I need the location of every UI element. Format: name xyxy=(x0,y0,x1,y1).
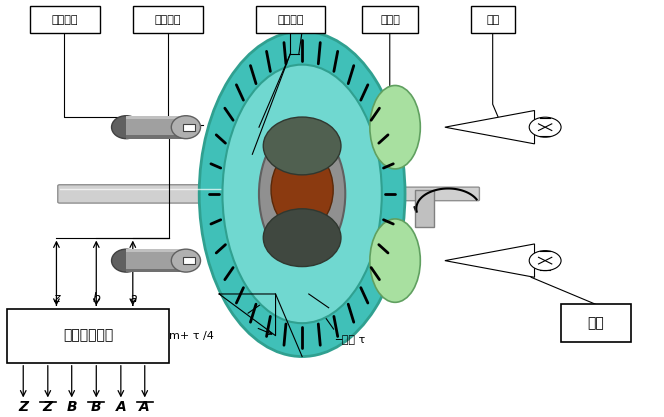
Text: B: B xyxy=(91,399,102,414)
Circle shape xyxy=(529,117,561,137)
FancyBboxPatch shape xyxy=(471,6,515,33)
Ellipse shape xyxy=(112,249,141,272)
FancyBboxPatch shape xyxy=(30,6,100,33)
Text: A: A xyxy=(116,399,126,414)
Ellipse shape xyxy=(199,31,405,357)
Ellipse shape xyxy=(112,116,141,138)
Polygon shape xyxy=(445,111,535,144)
FancyBboxPatch shape xyxy=(256,6,325,33)
Text: ─节距 τ: ─节距 τ xyxy=(335,335,366,345)
Text: m+ τ /4: m+ τ /4 xyxy=(169,331,214,341)
Text: Z: Z xyxy=(42,399,53,414)
Bar xyxy=(126,136,186,139)
Bar xyxy=(183,124,195,131)
Text: 透光狭缝: 透光狭缝 xyxy=(155,15,181,25)
FancyBboxPatch shape xyxy=(58,185,307,203)
Ellipse shape xyxy=(171,116,201,138)
Ellipse shape xyxy=(271,148,333,231)
FancyBboxPatch shape xyxy=(7,309,169,363)
Text: b: b xyxy=(92,291,100,305)
Text: a: a xyxy=(129,291,137,305)
Bar xyxy=(126,116,186,119)
Bar xyxy=(126,249,186,272)
Circle shape xyxy=(529,251,561,271)
FancyBboxPatch shape xyxy=(133,6,203,33)
Text: B: B xyxy=(66,399,77,414)
Text: 光敏元件: 光敏元件 xyxy=(52,15,78,25)
Text: 透镜: 透镜 xyxy=(487,15,499,25)
Bar xyxy=(126,269,186,272)
FancyBboxPatch shape xyxy=(344,187,479,201)
Text: Z: Z xyxy=(18,399,29,414)
Text: 信号处理装置: 信号处理装置 xyxy=(63,329,113,343)
Polygon shape xyxy=(445,244,535,277)
Ellipse shape xyxy=(370,85,420,169)
Text: 光源: 光源 xyxy=(588,316,604,330)
Ellipse shape xyxy=(370,219,420,302)
Bar xyxy=(183,257,195,264)
Bar xyxy=(126,116,186,139)
Text: 光栅板: 光栅板 xyxy=(380,15,400,25)
Ellipse shape xyxy=(259,125,345,263)
Bar xyxy=(415,190,434,227)
Ellipse shape xyxy=(222,65,382,323)
Text: 码盘基片: 码盘基片 xyxy=(278,15,303,25)
Text: A: A xyxy=(139,399,150,414)
Ellipse shape xyxy=(171,249,201,272)
Text: z: z xyxy=(53,291,60,305)
Bar xyxy=(126,249,186,252)
FancyBboxPatch shape xyxy=(362,6,418,33)
Ellipse shape xyxy=(263,117,341,175)
FancyBboxPatch shape xyxy=(561,304,631,342)
Ellipse shape xyxy=(263,209,341,266)
